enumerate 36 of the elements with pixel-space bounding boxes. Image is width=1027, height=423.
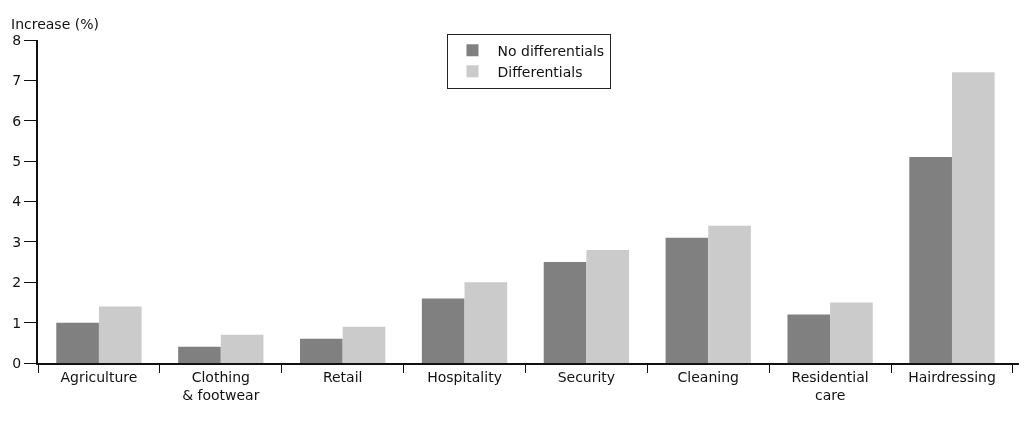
y-tick-label: 7 bbox=[12, 72, 22, 89]
bar bbox=[665, 237, 709, 363]
x-tick-label: Security bbox=[557, 368, 616, 385]
bar bbox=[98, 306, 142, 363]
x-tick-label: Hairdressing bbox=[908, 368, 996, 385]
y-tick-label: 0 bbox=[12, 354, 22, 371]
legend-label: No differentials bbox=[497, 42, 605, 59]
y-axis-title: Increase (%) bbox=[11, 16, 99, 32]
legend-label: Differentials bbox=[497, 63, 583, 80]
bar bbox=[586, 249, 630, 363]
y-tick-label: 4 bbox=[12, 193, 22, 210]
x-tick-label: Cleaning bbox=[677, 368, 739, 385]
x-tick-label: Retail bbox=[322, 368, 363, 385]
y-tick-label: 6 bbox=[12, 112, 22, 129]
x-tick-label: Clothing & footwear bbox=[182, 368, 260, 403]
y-tick-label: 5 bbox=[12, 153, 22, 170]
x-tick-label: Agriculture bbox=[60, 368, 138, 385]
bar bbox=[543, 262, 587, 363]
bar bbox=[342, 326, 386, 363]
bar bbox=[951, 72, 995, 363]
bar bbox=[787, 314, 831, 363]
y-tick-label: 1 bbox=[12, 314, 22, 331]
bar bbox=[220, 334, 264, 363]
bar bbox=[178, 346, 221, 363]
x-tick-label: Residential care bbox=[791, 368, 869, 403]
bar bbox=[708, 225, 751, 363]
bar bbox=[909, 157, 952, 363]
bar bbox=[421, 298, 465, 363]
y-tick-label: 2 bbox=[12, 274, 22, 291]
bar bbox=[464, 282, 508, 363]
bar bbox=[300, 338, 343, 363]
y-tick-label: 8 bbox=[12, 31, 22, 48]
bar bbox=[830, 302, 873, 363]
y-tick-label: 3 bbox=[12, 233, 22, 250]
x-tick-label: Hospitality bbox=[427, 368, 502, 385]
bar bbox=[56, 322, 99, 363]
